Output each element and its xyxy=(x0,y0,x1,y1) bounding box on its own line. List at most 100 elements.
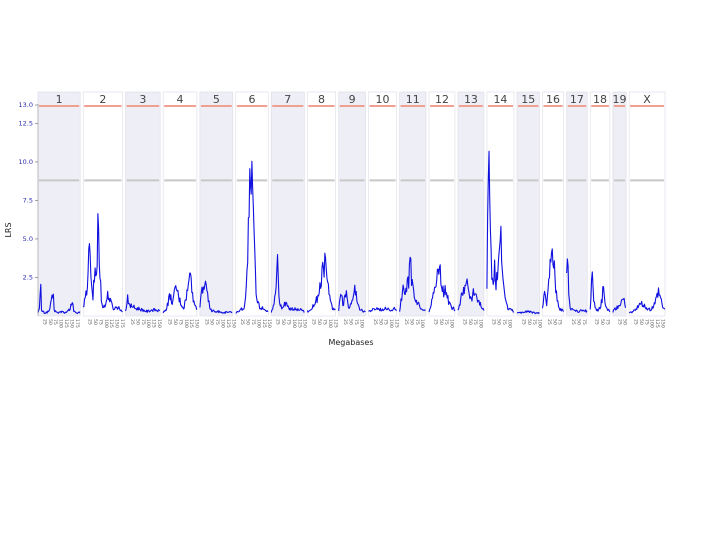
x-tick-label: 75 xyxy=(557,319,563,325)
chromosome-label-13: 13 xyxy=(464,93,478,106)
x-tick-label: 175 xyxy=(119,319,125,328)
x-tick-label: 125 xyxy=(296,319,302,328)
x-tick-label: 125 xyxy=(654,319,660,328)
x-tick-label: 50 xyxy=(347,319,353,325)
chromosome-label-9: 9 xyxy=(349,93,356,106)
threshold-lines xyxy=(39,105,664,182)
lrs-line-chr-2 xyxy=(82,213,123,313)
x-tick-label: 75 xyxy=(140,319,146,325)
x-tick-label: 75 xyxy=(604,319,610,325)
chromosome-label-3: 3 xyxy=(139,93,146,106)
x-tick-label: 50 xyxy=(526,319,532,325)
x-tick-label: 75 xyxy=(214,319,220,325)
chromosome-labels: 1 2 3 4 5 6 7 8 9 10 11 12 13 14 15 16 17 18 19 X xyxy=(56,93,652,106)
x-tick-label: 25 xyxy=(546,319,552,325)
x-tick-label: 25 xyxy=(342,319,348,325)
x-tick-label: 150 xyxy=(266,319,272,328)
x-tick-label: 75 xyxy=(250,319,256,325)
chromosome-band-3 xyxy=(125,91,161,317)
lrs-line-chr-9 xyxy=(338,284,366,313)
chromosome-band-11 xyxy=(399,91,427,317)
chromosome-label-17: 17 xyxy=(570,93,584,106)
x-tick-label: 150 xyxy=(114,319,120,328)
lrs-line-chr-11 xyxy=(399,256,426,312)
x-tick-label: 50 xyxy=(316,319,322,325)
x-tick-label: 75 xyxy=(285,319,291,325)
x-tick-label: 75 xyxy=(322,319,328,325)
x-axis-ticks: 25 50 75 100 125 150 175 25 50 75 100 125 150 175 25 50… xyxy=(41,319,665,328)
x-tick-label: 125 xyxy=(188,319,194,328)
x-tick-label: 25 xyxy=(167,319,173,325)
x-tick-label: 100 xyxy=(358,319,364,328)
x-tick-label: 25 xyxy=(41,319,47,325)
x-tick-label: 75 xyxy=(414,319,420,325)
x-tick-label: 75 xyxy=(52,319,58,325)
x-tick-label: 25 xyxy=(203,319,209,325)
x-tick-label: 25 xyxy=(520,319,526,325)
x-tick-label: 25 xyxy=(461,319,467,325)
x-tick-label: 50 xyxy=(92,319,98,325)
lrs-line-chr-16 xyxy=(541,248,564,312)
lrs-line-chr-19 xyxy=(612,297,627,313)
lrs-line-chr-15 xyxy=(516,310,540,315)
x-tick-label: 150 xyxy=(302,319,308,328)
chromosome-band-5 xyxy=(199,91,234,317)
lrs-line-chr-18 xyxy=(589,271,611,313)
x-tick-label: 150 xyxy=(194,319,200,328)
lrs-line-chr-13 xyxy=(457,278,485,311)
x-tick-label: 150 xyxy=(660,319,666,328)
chromosome-bands xyxy=(37,91,666,317)
chromosome-label-19: 19 xyxy=(612,93,626,106)
x-tick-label: 25 xyxy=(403,319,409,325)
chromosome-label-14: 14 xyxy=(493,93,507,106)
x-tick-label: 75 xyxy=(501,319,507,325)
chromosome-label-7: 7 xyxy=(284,93,291,106)
chromosome-label-11: 11 xyxy=(406,93,420,106)
x-tick-label: 125 xyxy=(261,319,267,328)
y-axis-label: LRS xyxy=(4,222,13,237)
chromosome-label-15: 15 xyxy=(521,93,535,106)
lrs-line-chr-8 xyxy=(306,252,336,313)
x-tick-label: 100 xyxy=(145,319,151,328)
x-tick-label: 50 xyxy=(377,319,383,325)
x-tick-label: 50 xyxy=(134,319,140,325)
x-tick-label: 125 xyxy=(151,319,157,328)
x-tick-label: 25 xyxy=(87,319,93,325)
x-tick-label: 150 xyxy=(68,319,74,328)
x-tick-label: 75 xyxy=(383,319,389,325)
x-tick-label: 125 xyxy=(108,319,114,328)
y-tick-label: 2.5 xyxy=(23,273,33,281)
x-tick-label: 25 xyxy=(616,319,622,325)
chromosome-label-6: 6 xyxy=(249,93,256,106)
y-tick-label: 10.0 xyxy=(19,158,33,166)
x-tick-label: 175 xyxy=(74,319,80,328)
chromosome-label-12: 12 xyxy=(435,93,449,106)
x-tick-label: 75 xyxy=(581,319,587,325)
x-tick-label: 75 xyxy=(472,319,478,325)
chromosome-label-5: 5 xyxy=(213,93,220,106)
chromosome-band-10 xyxy=(368,91,397,317)
x-tick-label: 50 xyxy=(438,319,444,325)
x-tick-label: 100 xyxy=(388,319,394,328)
lrs-series xyxy=(37,150,666,315)
x-axis-label: Megabases xyxy=(328,338,373,347)
chromosome-band-14 xyxy=(486,91,515,317)
x-tick-label: 100 xyxy=(327,319,333,328)
chromosome-band-9 xyxy=(338,91,366,317)
chromosome-band-6 xyxy=(235,91,269,317)
x-tick-label: 25 xyxy=(372,319,378,325)
x-tick-label: 50 xyxy=(551,319,557,325)
chromosome-label-8: 8 xyxy=(318,93,325,106)
lrs-line-chr-1 xyxy=(37,283,81,315)
x-tick-label: 75 xyxy=(643,319,649,325)
x-tick-label: 100 xyxy=(183,319,189,328)
x-tick-label: 75 xyxy=(97,319,103,325)
chromosome-label-10: 10 xyxy=(376,93,390,106)
y-tick-label: 7.5 xyxy=(23,196,33,204)
x-tick-label: 150 xyxy=(156,319,162,328)
lrs-line-chr-12 xyxy=(428,264,456,313)
x-tick-label: 125 xyxy=(332,319,338,328)
x-tick-label: 100 xyxy=(419,319,425,328)
x-tick-label: 100 xyxy=(649,319,655,328)
